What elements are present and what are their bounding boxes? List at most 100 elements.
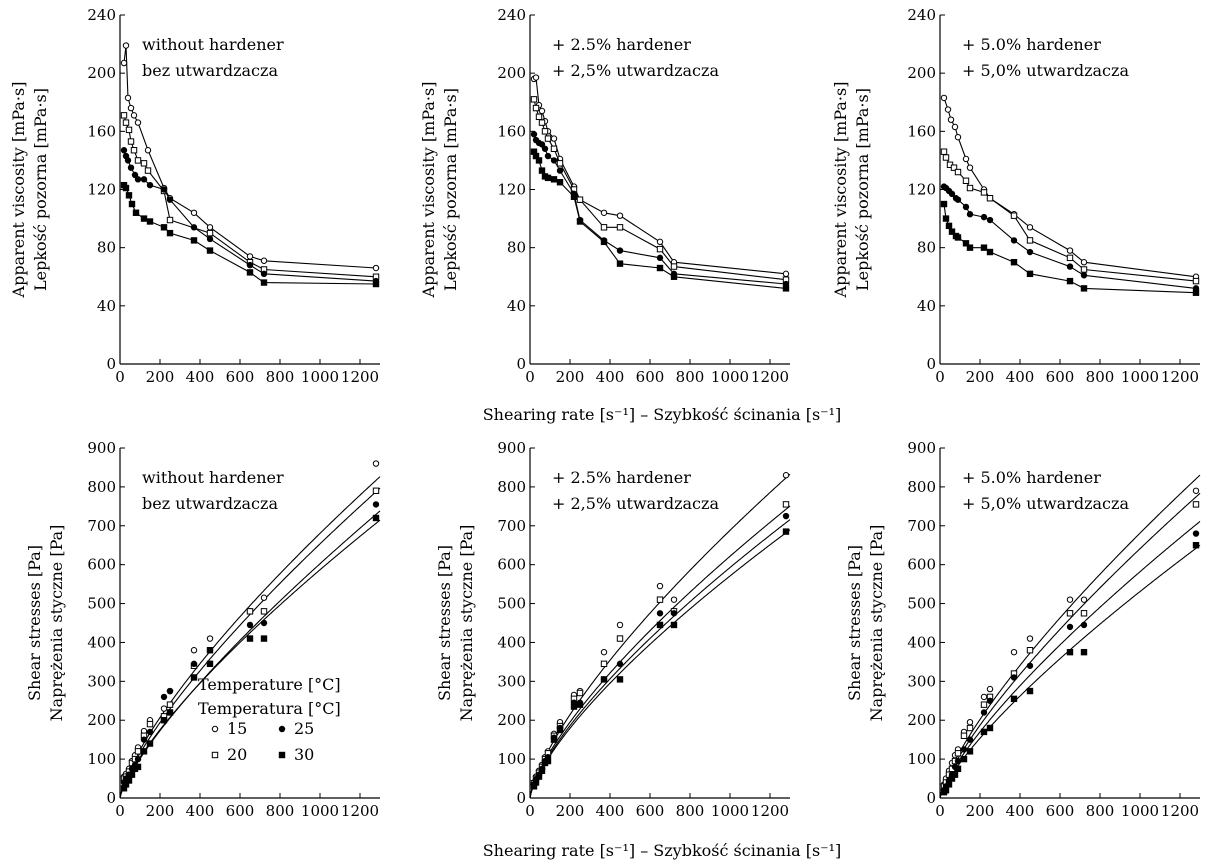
data-point	[656, 610, 664, 617]
data-point	[945, 222, 953, 230]
data-point	[260, 594, 268, 601]
data-point	[670, 263, 678, 270]
data-point	[206, 224, 214, 231]
data-point	[128, 200, 136, 208]
data-point	[966, 748, 974, 755]
panel-annotation: + 2.5% hardener	[552, 35, 691, 54]
y-axis-label: Naprężenia styczne [Pa]	[457, 525, 476, 722]
x-tick-label: 1200	[751, 368, 789, 386]
series-line	[943, 186, 1197, 289]
y-tick-label: 160	[497, 122, 526, 140]
data-point	[1192, 530, 1200, 537]
x-tick-label: 600	[636, 802, 665, 820]
data-point	[960, 755, 968, 763]
data-point	[656, 245, 664, 253]
fit-curve	[119, 519, 381, 799]
data-point	[948, 190, 956, 198]
fit-curve	[939, 474, 1201, 799]
data-point	[160, 693, 168, 701]
data-point	[962, 240, 970, 247]
x-tick-label: 400	[596, 802, 625, 820]
data-point	[656, 238, 664, 246]
data-point	[556, 167, 564, 174]
data-point	[960, 732, 968, 739]
x-tick-label: 800	[1086, 802, 1115, 820]
data-point	[1066, 277, 1074, 285]
data-point	[532, 74, 540, 81]
data-point	[954, 765, 962, 773]
fit-curve	[529, 505, 791, 799]
data-point	[134, 176, 142, 183]
y-tick-label: 900	[497, 439, 526, 457]
data-point	[966, 244, 974, 251]
data-point	[190, 237, 198, 244]
x-tick-label: 400	[186, 368, 215, 386]
data-point	[980, 709, 988, 716]
data-point	[122, 42, 130, 49]
x-tick-label: 1200	[1161, 802, 1199, 820]
data-point	[1192, 487, 1200, 494]
y-axis-label: Lepkość pozorna [mPa·s]	[853, 88, 872, 291]
data-point	[980, 189, 988, 196]
data-point	[1010, 648, 1018, 656]
y-tick-label: 120	[907, 181, 936, 199]
x-tick-label: 0	[525, 368, 535, 386]
x-tick-label: 800	[1086, 368, 1115, 386]
data-point	[1010, 237, 1018, 244]
x-tick-label: 1000	[301, 368, 339, 386]
data-point	[570, 193, 578, 200]
x-tick-label: 800	[676, 802, 705, 820]
panel-annotation: bez utwardzacza	[142, 61, 278, 80]
data-point	[146, 728, 154, 736]
chart-panel-1: 0 200 400 600 800 1000 1200 0 40 80 120 160 200 240 Ap…	[9, 6, 380, 386]
data-point	[954, 196, 962, 203]
data-point	[570, 703, 578, 710]
data-point	[125, 126, 133, 134]
data-point	[782, 285, 790, 292]
data-point	[260, 608, 268, 615]
data-point	[130, 147, 138, 154]
y-tick-label: 800	[497, 478, 526, 496]
data-point	[372, 514, 380, 522]
data-point	[166, 709, 174, 716]
data-point	[656, 596, 664, 603]
data-point	[1080, 259, 1088, 266]
series-20	[530, 501, 790, 787]
y-axis-label: Apparent viscosity [mPa·s]	[419, 82, 438, 299]
y-tick-label: 600	[497, 556, 526, 574]
y-tick-label: 400	[87, 633, 116, 651]
data-point	[656, 254, 664, 262]
data-point	[1026, 270, 1034, 278]
fit-curve	[119, 476, 381, 799]
data-point	[600, 209, 608, 216]
y-tick-label: 900	[87, 439, 116, 457]
x-tick-label: 200	[146, 802, 175, 820]
panel-annotation: + 5.0% hardener	[962, 35, 1101, 54]
data-point	[260, 619, 268, 627]
data-point	[782, 512, 790, 520]
y-tick-label: 240	[87, 6, 116, 24]
y-tick-label: 120	[87, 181, 116, 199]
x-tick-label: 1000	[1121, 368, 1159, 386]
y-tick-label: 100	[907, 750, 936, 768]
y-tick-label: 100	[87, 750, 116, 768]
data-point	[670, 596, 678, 603]
data-point	[530, 96, 538, 103]
legend-label: 20	[227, 745, 247, 764]
data-point	[954, 757, 962, 765]
chart-panel-2: 0 200 400 600 800 1000 1200 0 40 80 120 160 200 240 Ap…	[419, 6, 790, 386]
x-tick-label: 400	[596, 368, 625, 386]
panel-annotation: without hardener	[142, 35, 284, 54]
data-point	[1010, 212, 1018, 219]
data-point	[940, 200, 948, 208]
data-point	[538, 767, 546, 774]
y-tick-label: 200	[87, 711, 116, 729]
y-tick-label: 240	[907, 6, 936, 24]
data-point	[530, 131, 538, 138]
data-point	[128, 771, 136, 778]
fit-curve	[529, 519, 791, 799]
y-tick-label: 200	[497, 64, 526, 82]
data-point	[127, 104, 135, 112]
data-point	[190, 224, 198, 231]
data-point	[538, 119, 546, 126]
